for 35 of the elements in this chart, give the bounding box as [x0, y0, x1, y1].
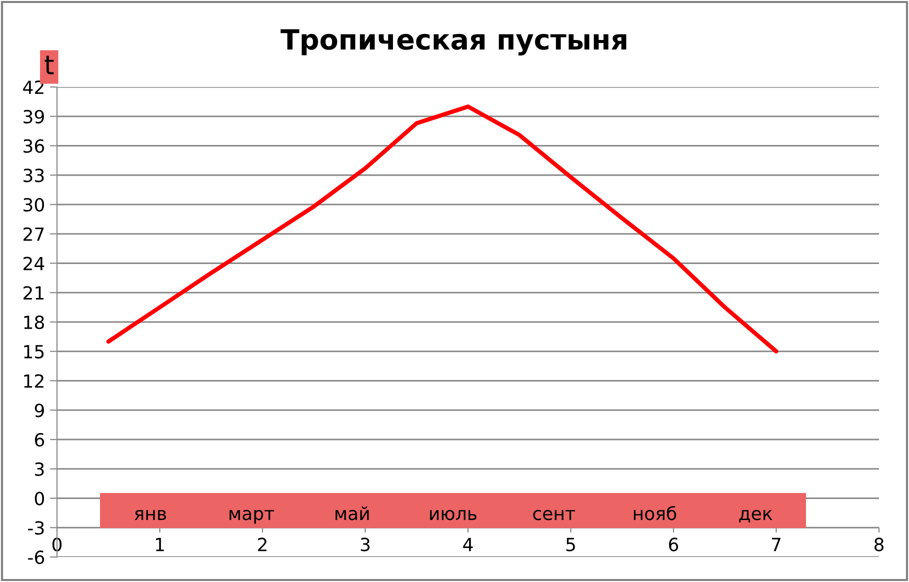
- chart-title: Тропическая пустыня: [280, 29, 626, 56]
- y-tick-label: 39: [24, 110, 44, 124]
- annotation: июль: [430, 510, 476, 520]
- y-tick-label: 15: [24, 345, 44, 358]
- y-tick-label: 18: [24, 315, 44, 330]
- y-tick-label: 21: [24, 286, 44, 300]
- annotation: сент: [533, 510, 576, 520]
- x-tick-label: 4: [463, 538, 473, 552]
- y-tick-label: 12: [24, 374, 44, 388]
- y-tick-label: 0: [34, 492, 44, 506]
- x-tick-label: 7: [772, 538, 780, 552]
- y-tick-label: 27: [24, 227, 44, 241]
- y-tick-label: -3: [28, 521, 44, 535]
- x-tick-label: 2: [258, 538, 266, 552]
- y-tick-label: 6: [34, 432, 44, 447]
- y-tick-label: 36: [24, 139, 44, 153]
- annotation: янв: [134, 510, 166, 520]
- line-series: [106, 104, 778, 354]
- y-tick-label: 3: [35, 462, 44, 476]
- x-tick-label: 5: [566, 538, 575, 552]
- x-tick-label: 3: [360, 538, 370, 552]
- annotation: март: [230, 510, 274, 524]
- annotation: май: [336, 506, 369, 520]
- y-tick-label: 33: [24, 168, 44, 182]
- y-tick-label: -6: [28, 550, 44, 564]
- y-axis-title: t: [44, 56, 54, 74]
- annotation: нояб: [634, 506, 676, 520]
- y-tick-label: 9: [34, 404, 44, 418]
- y-tick-label: 42: [23, 80, 44, 94]
- y-tick-label: 30: [24, 198, 44, 212]
- x-tick-label: 8: [874, 538, 884, 552]
- x-tick-label: 1: [156, 538, 164, 552]
- annotation: дек: [739, 510, 772, 522]
- y-tick-label: 24: [24, 256, 44, 270]
- x-tick-label: 6: [669, 538, 678, 552]
